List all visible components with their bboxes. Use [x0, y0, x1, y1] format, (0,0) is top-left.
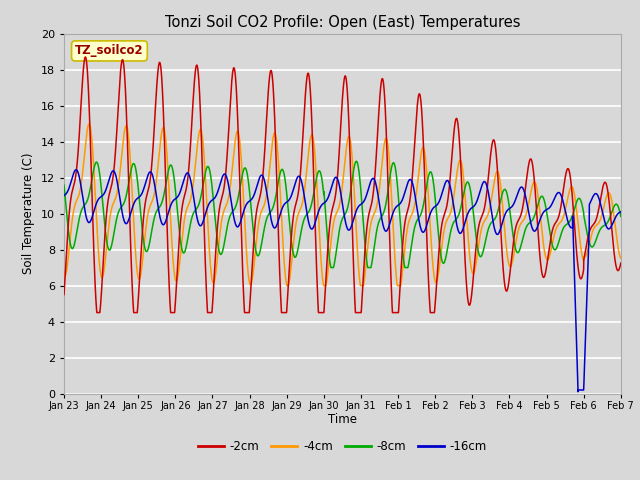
X-axis label: Time: Time	[328, 413, 357, 426]
Y-axis label: Soil Temperature (C): Soil Temperature (C)	[22, 153, 35, 275]
Text: TZ_soilco2: TZ_soilco2	[75, 44, 144, 58]
Legend: -2cm, -4cm, -8cm, -16cm: -2cm, -4cm, -8cm, -16cm	[193, 435, 492, 458]
Title: Tonzi Soil CO2 Profile: Open (East) Temperatures: Tonzi Soil CO2 Profile: Open (East) Temp…	[164, 15, 520, 30]
